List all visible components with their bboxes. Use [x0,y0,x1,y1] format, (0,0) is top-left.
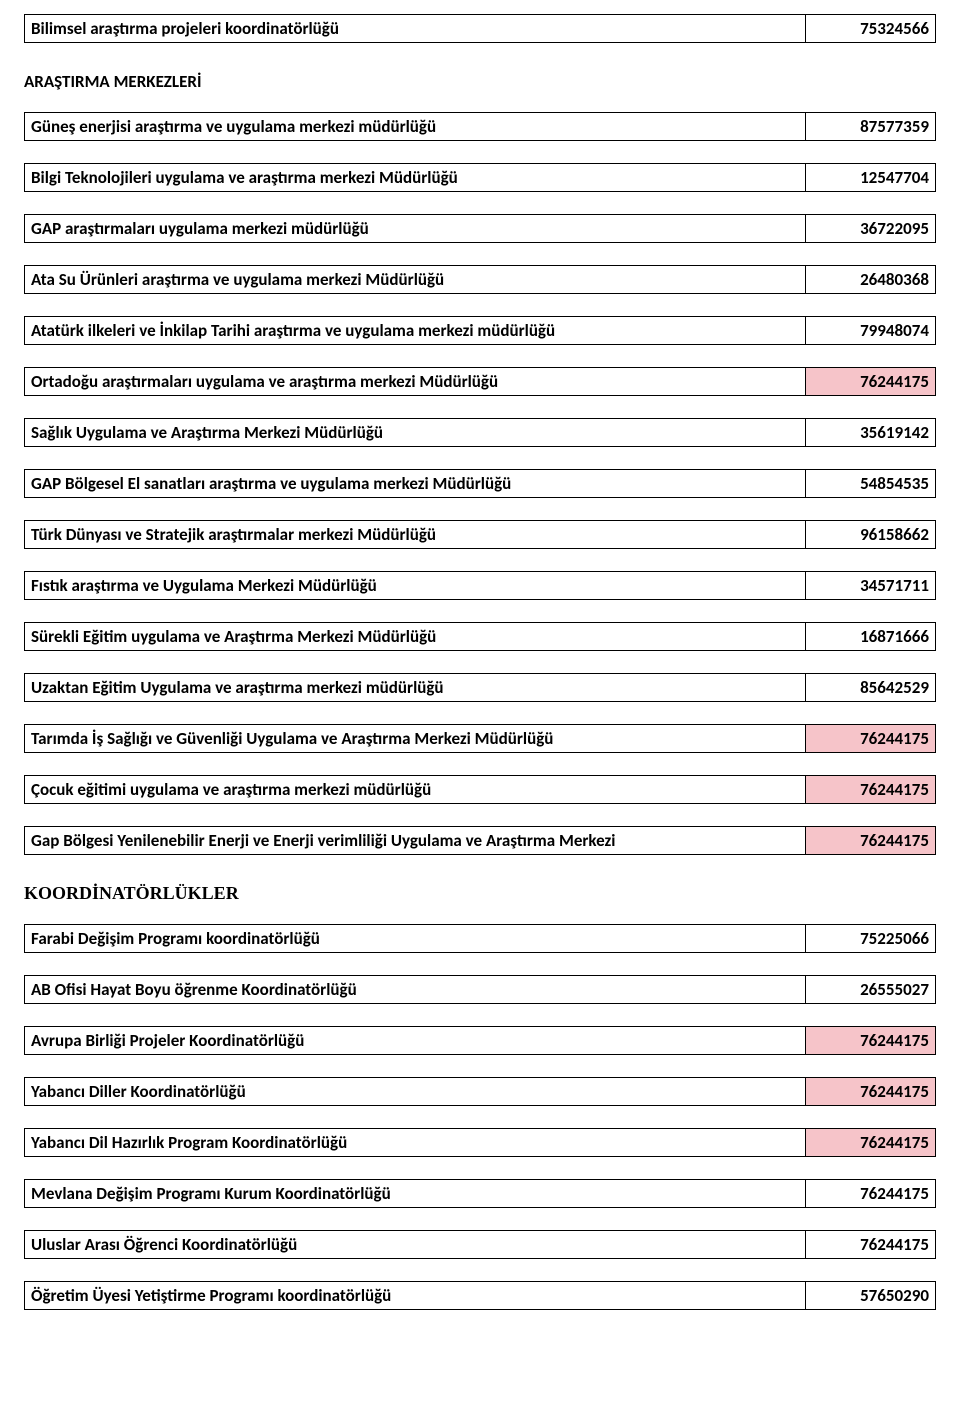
row-value: 35619142 [805,419,935,446]
row-value: 76244175 [805,827,935,854]
row-label: Yabancı Diller Koordinatörlüğü [25,1078,805,1105]
row-value: 79948074 [805,317,935,344]
row-label: Öğretim Üyesi Yetiştirme Programı koordi… [25,1282,805,1309]
row-label: Avrupa Birliği Projeler Koordinatörlüğü [25,1027,805,1054]
row-label: Atatürk ilkeleri ve İnkilap Tarihi araşt… [25,317,805,344]
table-row: Uzaktan Eğitim Uygulama ve araştırma mer… [24,673,936,702]
table-row: Çocuk eğitimi uygulama ve araştırma merk… [24,775,936,804]
row-value: 76244175 [805,1180,935,1207]
row-value: 76244175 [805,1078,935,1105]
table-row: Bilimsel araştırma projeleri koordinatör… [24,14,936,43]
row-label: AB Ofisi Hayat Boyu öğrenme Koordinatörl… [25,976,805,1003]
table-row: AB Ofisi Hayat Boyu öğrenme Koordinatörl… [24,975,936,1004]
row-value: 76244175 [805,1231,935,1258]
row-value: 76244175 [805,1027,935,1054]
table-row: Mevlana Değişim Programı Kurum Koordinat… [24,1179,936,1208]
table-row: Tarımda İş Sağlığı ve Güvenliği Uygulama… [24,724,936,753]
table-row: Gap Bölgesi Yenilenebilir Enerji ve Ener… [24,826,936,855]
row-value: 75225066 [805,925,935,952]
row-value: 26480368 [805,266,935,293]
row-label: Tarımda İş Sağlığı ve Güvenliği Uygulama… [25,725,805,752]
row-value: 76244175 [805,776,935,803]
table-row: GAP Bölgesel El sanatları araştırma ve u… [24,469,936,498]
table-row: Bilgi Teknolojileri uygulama ve araştırm… [24,163,936,192]
row-label: Sağlık Uygulama ve Araştırma Merkezi Müd… [25,419,805,446]
row-value: 75324566 [805,15,935,42]
section-header: KOORDİNATÖRLÜKLER [24,877,936,924]
table-row: Ortadoğu araştırmaları uygulama ve araşt… [24,367,936,396]
row-value: 26555027 [805,976,935,1003]
table-row: Atatürk ilkeleri ve İnkilap Tarihi araşt… [24,316,936,345]
row-value: 12547704 [805,164,935,191]
row-label: Uluslar Arası Öğrenci Koordinatörlüğü [25,1231,805,1258]
row-value: 16871666 [805,623,935,650]
document-body: Bilimsel araştırma projeleri koordinatör… [24,14,936,1310]
row-value: 85642529 [805,674,935,701]
section-header: ARAŞTIRMA MERKEZLERİ [24,65,936,112]
table-row: Yabancı Dil Hazırlık Program Koordinatör… [24,1128,936,1157]
row-value: 34571711 [805,572,935,599]
row-label: Yabancı Dil Hazırlık Program Koordinatör… [25,1129,805,1156]
row-value: 76244175 [805,1129,935,1156]
row-label: Uzaktan Eğitim Uygulama ve araştırma mer… [25,674,805,701]
table-row: Yabancı Diller Koordinatörlüğü76244175 [24,1077,936,1106]
table-row: Farabi Değişim Programı koordinatörlüğü7… [24,924,936,953]
row-label: Bilimsel araştırma projeleri koordinatör… [25,15,805,42]
table-row: Türk Dünyası ve Stratejik araştırmalar m… [24,520,936,549]
row-label: Mevlana Değişim Programı Kurum Koordinat… [25,1180,805,1207]
table-row: Ata Su Ürünleri araştırma ve uygulama me… [24,265,936,294]
row-label: Ortadoğu araştırmaları uygulama ve araşt… [25,368,805,395]
row-label: Çocuk eğitimi uygulama ve araştırma merk… [25,776,805,803]
row-value: 57650290 [805,1282,935,1309]
table-row: Uluslar Arası Öğrenci Koordinatörlüğü762… [24,1230,936,1259]
row-label: GAP araştırmaları uygulama merkezi müdür… [25,215,805,242]
row-label: GAP Bölgesel El sanatları araştırma ve u… [25,470,805,497]
row-value: 36722095 [805,215,935,242]
row-label: Gap Bölgesi Yenilenebilir Enerji ve Ener… [25,827,805,854]
row-value: 96158662 [805,521,935,548]
row-value: 76244175 [805,368,935,395]
table-row: Öğretim Üyesi Yetiştirme Programı koordi… [24,1281,936,1310]
row-label: Bilgi Teknolojileri uygulama ve araştırm… [25,164,805,191]
row-label: Fıstık araştırma ve Uygulama Merkezi Müd… [25,572,805,599]
table-row: Sağlık Uygulama ve Araştırma Merkezi Müd… [24,418,936,447]
table-row: GAP araştırmaları uygulama merkezi müdür… [24,214,936,243]
row-label: Farabi Değişim Programı koordinatörlüğü [25,925,805,952]
table-row: Avrupa Birliği Projeler Koordinatörlüğü7… [24,1026,936,1055]
row-value: 54854535 [805,470,935,497]
row-label: Güneş enerjisi araştırma ve uygulama mer… [25,113,805,140]
row-value: 76244175 [805,725,935,752]
row-value: 87577359 [805,113,935,140]
row-label: Sürekli Eğitim uygulama ve Araştırma Mer… [25,623,805,650]
table-row: Fıstık araştırma ve Uygulama Merkezi Müd… [24,571,936,600]
row-label: Türk Dünyası ve Stratejik araştırmalar m… [25,521,805,548]
table-row: Güneş enerjisi araştırma ve uygulama mer… [24,112,936,141]
table-row: Sürekli Eğitim uygulama ve Araştırma Mer… [24,622,936,651]
row-label: Ata Su Ürünleri araştırma ve uygulama me… [25,266,805,293]
